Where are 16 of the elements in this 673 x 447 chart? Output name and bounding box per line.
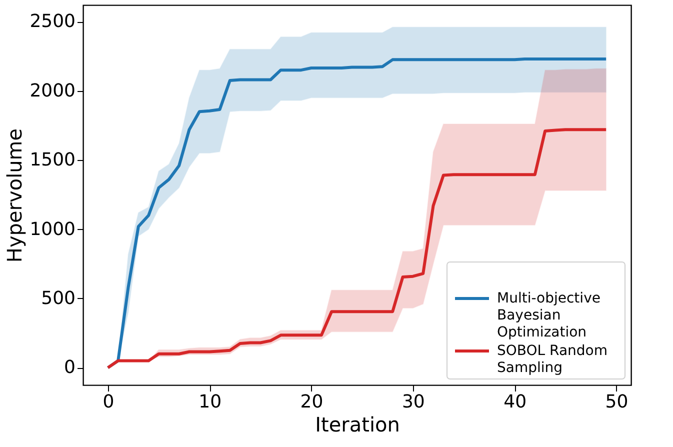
legend-label: SOBOL Random Sampling — [497, 343, 608, 376]
x-tick-label: 50 — [605, 392, 628, 412]
y-axis-title: Hypervolume — [2, 128, 27, 263]
y-tick-label: 2500 — [30, 11, 76, 32]
x-axis-title: Iteration — [315, 412, 400, 436]
x-tick-label: 30 — [402, 392, 425, 412]
x-tick-label: 40 — [504, 392, 527, 412]
y-tick-label: 500 — [41, 288, 76, 309]
y-tick-label: 0 — [64, 357, 76, 378]
legend-label: Multi-objective Bayesian Optimization — [497, 290, 600, 340]
y-tick-label: 1000 — [30, 218, 76, 240]
x-tick-label: 0 — [102, 392, 114, 412]
y-tick-label: 2000 — [30, 80, 76, 102]
y-tick-label: 1500 — [30, 150, 76, 171]
x-tick-label: 10 — [198, 392, 222, 412]
x-tick-label: 20 — [300, 392, 324, 412]
